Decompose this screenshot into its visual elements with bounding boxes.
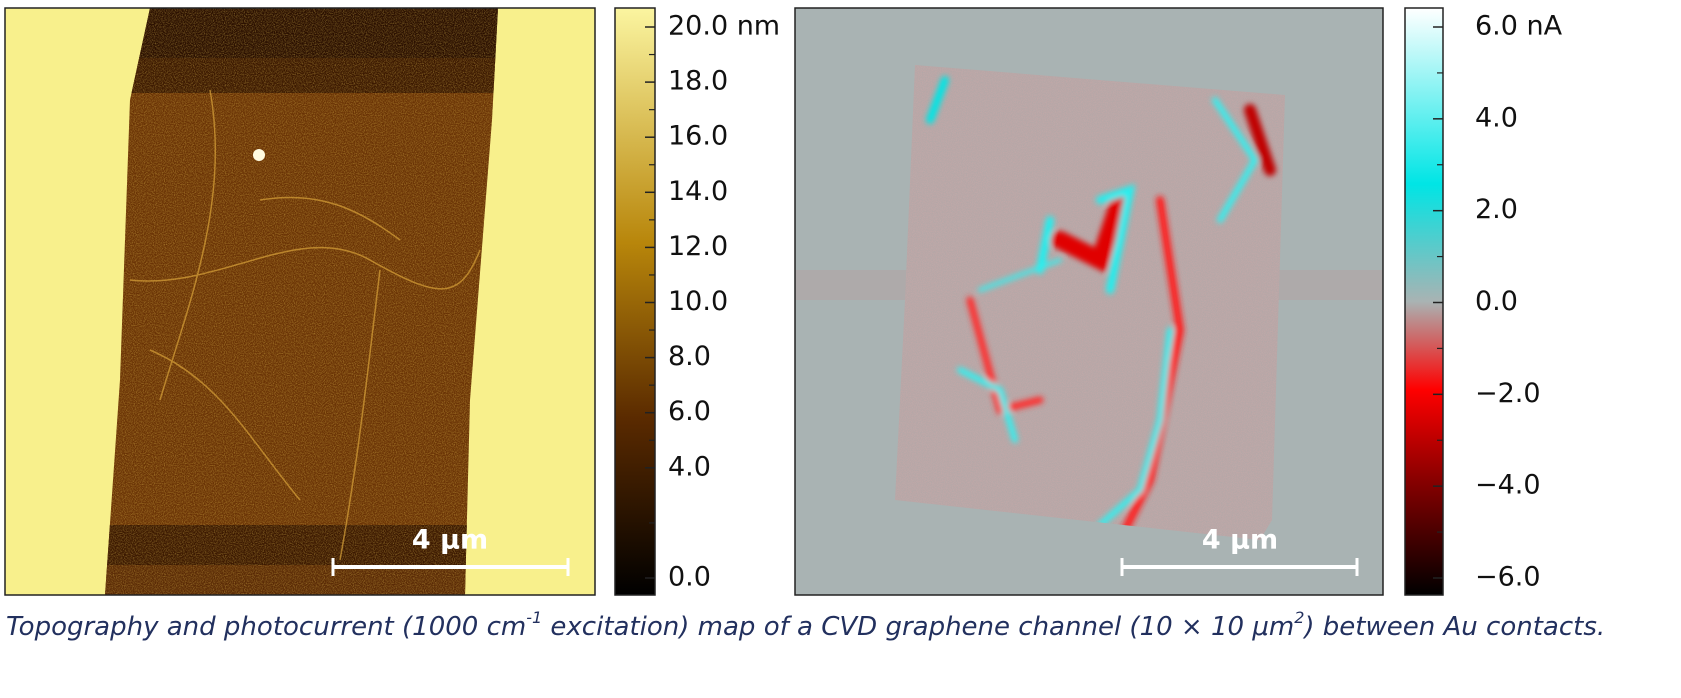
colorbar-tick-label: 18.0 — [668, 66, 728, 97]
colorbar-tick-label: 6.0 — [668, 396, 711, 427]
colorbar-tick-label: 14.0 — [668, 176, 728, 207]
colorbar-tick-label: 0.0 — [1475, 286, 1518, 317]
colorbar-tick-label: −2.0 — [1475, 378, 1541, 409]
colorbar — [614, 7, 656, 596]
colorbar-tick-label: −4.0 — [1475, 470, 1541, 501]
colorbar-tick-label: 4.0 — [668, 451, 711, 482]
topography-image: 4 μm — [4, 7, 596, 596]
caption: Topography and photocurrent (1000 cm-1 e… — [6, 608, 1605, 642]
colorbar-tick-label: 16.0 — [668, 121, 728, 152]
caption-superscript: -1 — [526, 608, 542, 627]
colorbar-tick-label: 10.0 — [668, 286, 728, 317]
colorbar-tick-label: 2.0 — [1475, 194, 1518, 225]
colorbar-tick-label: 0.0 — [668, 562, 711, 593]
colorbar-tick-label: 12.0 — [668, 231, 728, 262]
colorbar-tick-label: −6.0 — [1475, 562, 1541, 593]
caption-text: Topography and photocurrent (1000 cm — [6, 612, 526, 642]
photocurrent-image: 4 μm — [794, 7, 1384, 596]
caption-text: ) between Au contacts. — [1302, 612, 1605, 642]
colorbar-tick-label: 8.0 — [668, 341, 711, 372]
colorbar — [1404, 7, 1444, 596]
colorbar-tick-label: 4.0 — [1475, 102, 1518, 133]
colorbar-tick-label: 20.0 nm — [668, 11, 780, 42]
scale-bar-label: 4 μm — [412, 525, 488, 556]
caption-text: excitation) map of a CVD graphene channe… — [542, 612, 1294, 642]
caption-superscript: 2 — [1294, 608, 1304, 627]
scale-bar-label: 4 μm — [1202, 525, 1278, 556]
colorbar-tick-label: 6.0 nA — [1475, 11, 1563, 42]
